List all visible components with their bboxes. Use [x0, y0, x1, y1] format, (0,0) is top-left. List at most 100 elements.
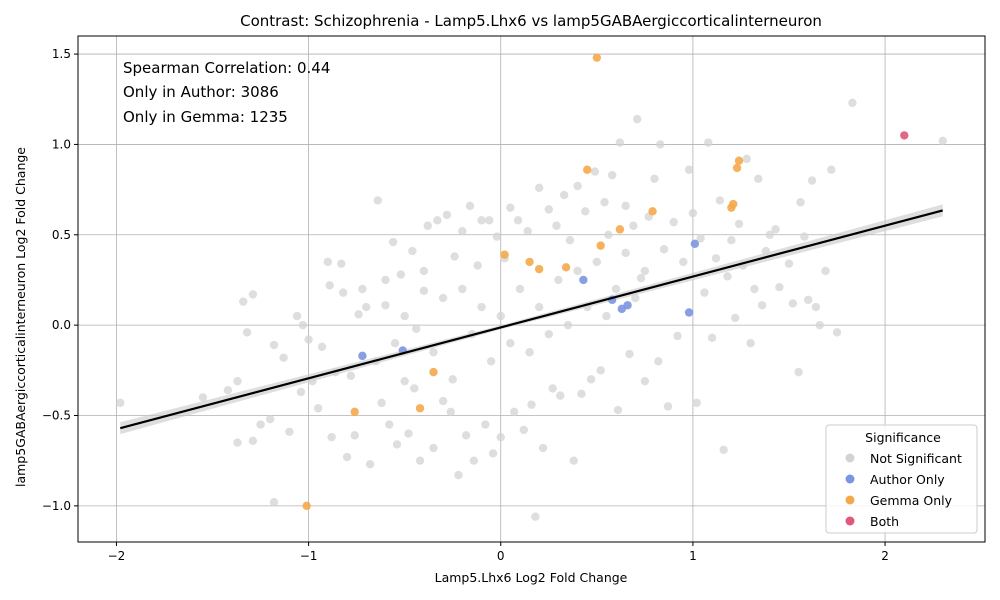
data-point [700, 288, 709, 297]
data-point [938, 136, 947, 146]
data-point [640, 376, 650, 386]
data-point [392, 440, 402, 449]
data-point [469, 456, 479, 465]
regression-line [119, 209, 944, 430]
data-point [346, 371, 356, 380]
data-point [365, 460, 375, 469]
data-point [423, 221, 432, 230]
data-point [807, 176, 817, 185]
data-point [684, 165, 694, 174]
data-point [811, 302, 821, 312]
data-point [742, 154, 751, 164]
data-point [711, 254, 721, 263]
y-axis-label: lamp5GABAergiccorticalinterneuron Log2 F… [13, 147, 28, 487]
data-point [362, 302, 371, 312]
legend-box [825, 424, 978, 534]
data-point [754, 174, 763, 183]
series-gemma-only [302, 53, 744, 511]
data-point [732, 163, 742, 173]
data-point [442, 210, 452, 220]
legend-title: Significance [865, 430, 941, 445]
data-point [794, 367, 803, 377]
data-point [410, 384, 419, 393]
data-point [631, 293, 640, 303]
data-point [640, 266, 650, 276]
data-point [302, 501, 311, 511]
x-tick-label: −2 [108, 549, 126, 563]
data-point [544, 329, 553, 339]
data-point [648, 207, 657, 216]
y-tick-label: 0.0 [52, 318, 71, 332]
data-point [223, 386, 233, 395]
data-point [269, 498, 279, 507]
chart-title: Contrast: Schizophrenia - Lamp5.Lhx6 vs … [240, 12, 822, 30]
data-point [625, 349, 634, 359]
x-tick-label: −1 [300, 549, 318, 563]
data-point [419, 266, 429, 276]
data-point [617, 304, 627, 314]
data-point [734, 219, 744, 229]
data-point [458, 284, 467, 294]
data-point [600, 198, 609, 207]
legend-marker-not-significant [845, 453, 855, 463]
data-point [308, 376, 317, 386]
data-point [565, 236, 575, 245]
plot-frame [77, 35, 986, 543]
data-point [314, 404, 323, 413]
data-point [465, 201, 475, 211]
data-point [592, 53, 602, 62]
x-tick-label: 1 [689, 549, 697, 563]
data-point [415, 456, 425, 465]
data-point [448, 375, 457, 384]
legend-label-not-significant: Not Significant [870, 451, 962, 466]
data-point [602, 311, 611, 321]
data-point [486, 357, 496, 366]
data-point [527, 400, 536, 409]
data-point [454, 470, 463, 480]
data-point [559, 190, 569, 200]
y-tick-label: 0.5 [52, 228, 71, 242]
data-point [556, 391, 565, 400]
data-point [586, 375, 596, 384]
data-point [381, 301, 390, 310]
data-point [563, 320, 573, 330]
data-point [298, 320, 308, 330]
data-point [510, 407, 519, 417]
annotation-spearman: Spearman Correlation: 0.44 [123, 59, 330, 77]
y-tick-label: −1.0 [42, 499, 71, 513]
x-tick-label: 2 [881, 549, 889, 563]
data-point [761, 246, 771, 256]
data-point [292, 311, 302, 321]
data-point [554, 275, 563, 285]
grid [78, 36, 985, 542]
data-point [663, 402, 673, 411]
data-point [704, 138, 713, 147]
data-point [775, 282, 784, 292]
data-point [690, 239, 700, 249]
data-point [573, 181, 582, 191]
y-tick-label: 1.0 [52, 137, 71, 151]
data-point [525, 348, 534, 357]
data-point [408, 246, 417, 256]
data-point [358, 351, 367, 361]
data-point [654, 357, 663, 366]
data-point [525, 257, 534, 267]
data-point [669, 217, 678, 227]
data-point [746, 339, 755, 348]
data-point [827, 165, 836, 174]
data-point [723, 272, 732, 281]
data-point [304, 335, 313, 344]
data-point [458, 226, 467, 236]
data-point [433, 216, 442, 225]
data-point [248, 290, 258, 299]
data-point [388, 237, 398, 247]
x-axis-label: Lamp5.Lhx6 Log2 Fold Change [435, 570, 628, 585]
data-point [373, 196, 382, 205]
data-point [604, 230, 613, 239]
data-point [734, 156, 744, 165]
data-point [548, 384, 557, 393]
data-point [611, 284, 621, 294]
data-point [323, 257, 333, 267]
data-point [577, 389, 586, 399]
